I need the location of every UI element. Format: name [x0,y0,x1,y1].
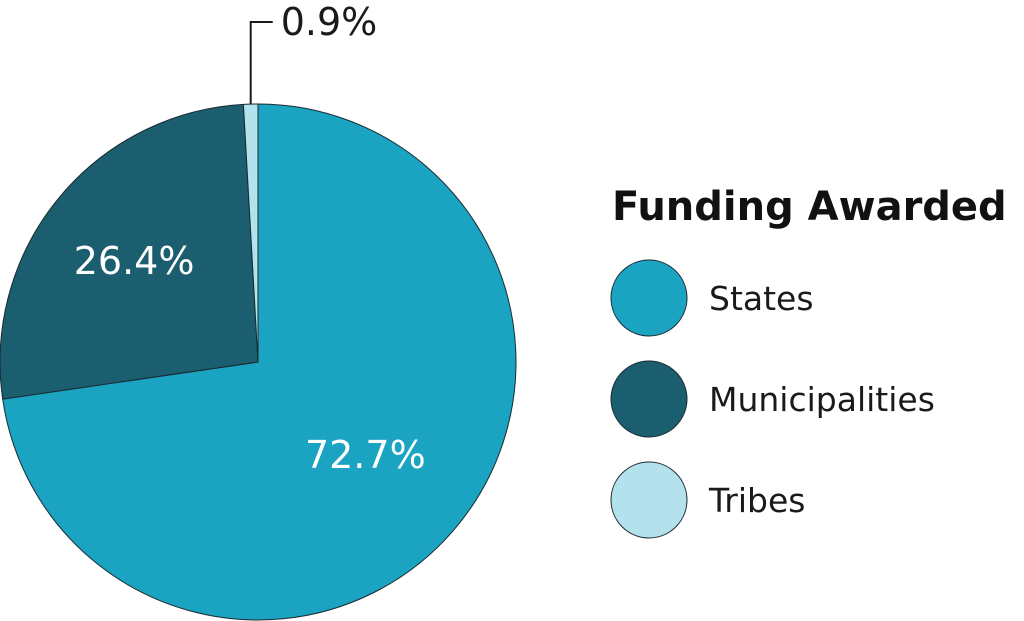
callout-leader-line [249,21,273,105]
pie-slice-municipalities [0,103,259,400]
pie-slice-labels: 72.7% 26.4% [74,239,426,477]
legend-swatch-states [610,259,688,337]
legend-label-tribes: Tribes [708,481,806,520]
small-slice-callout: 0.9% [249,0,378,105]
legend-swatch-municipalities [610,360,688,438]
slice-label-tribes: 0.9% [281,0,378,44]
pie-slices [0,103,517,621]
slice-label-states: 72.7% [305,433,426,477]
legend-swatch-tribes [610,461,688,539]
legend: States Municipalities Tribes [610,259,935,539]
legend-title: Funding Awarded [612,184,1007,230]
pie-slice-states [2,103,517,621]
slice-label-municipalities: 26.4% [74,239,195,283]
legend-label-states: States [709,279,814,318]
legend-label-municipalities: Municipalities [709,380,935,419]
